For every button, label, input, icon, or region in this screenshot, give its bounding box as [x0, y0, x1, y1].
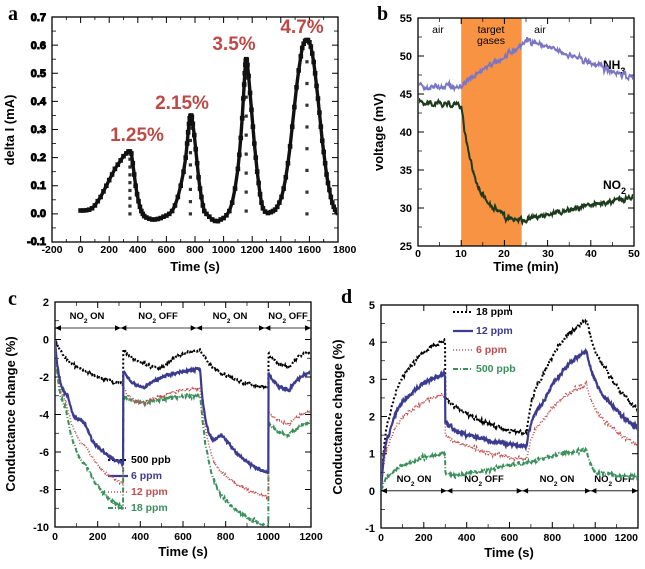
svg-text:0: 0 — [78, 244, 84, 256]
svg-text:0.7: 0.7 — [31, 12, 46, 24]
svg-text:1000: 1000 — [257, 531, 281, 543]
svg-text:-1: -1 — [365, 523, 375, 535]
svg-text:35: 35 — [400, 165, 412, 177]
svg-text:200: 200 — [100, 244, 118, 256]
svg-text:0: 0 — [415, 248, 421, 260]
svg-text:air: air — [534, 24, 546, 36]
svg-text:-2: -2 — [39, 372, 49, 384]
svg-text:55: 55 — [400, 13, 412, 25]
svg-text:800: 800 — [544, 532, 562, 544]
svg-text:Time (s): Time (s) — [158, 544, 208, 559]
svg-text:0.5: 0.5 — [31, 68, 46, 80]
svg-text:25: 25 — [400, 241, 412, 253]
svg-text:800: 800 — [217, 531, 235, 543]
svg-text:600: 600 — [158, 244, 176, 256]
svg-text:200: 200 — [89, 531, 107, 543]
svg-text:Time (s): Time (s) — [170, 259, 220, 274]
svg-text:1600: 1600 — [298, 244, 322, 256]
svg-text:4.7%: 4.7% — [280, 17, 323, 38]
svg-text:1000: 1000 — [212, 244, 236, 256]
svg-text:400: 400 — [458, 532, 476, 544]
svg-text:1: 1 — [369, 449, 375, 461]
svg-text:6 ppm: 6 ppm — [476, 344, 507, 356]
svg-text:0.3: 0.3 — [31, 124, 46, 136]
svg-text:0.2: 0.2 — [31, 152, 46, 164]
svg-text:3: 3 — [369, 374, 375, 386]
svg-text:Time (s): Time (s) — [484, 545, 534, 560]
svg-text:10: 10 — [455, 248, 467, 260]
svg-text:Conductance change (%): Conductance change (%) — [3, 336, 18, 491]
svg-text:Time (min): Time (min) — [493, 259, 559, 274]
svg-text:-6: -6 — [39, 447, 49, 459]
svg-text:50: 50 — [628, 248, 640, 260]
svg-text:1200: 1200 — [615, 532, 639, 544]
svg-text:400: 400 — [129, 244, 147, 256]
svg-text:-8: -8 — [39, 485, 49, 497]
svg-text:0.6: 0.6 — [31, 40, 46, 52]
svg-text:40: 40 — [400, 127, 412, 139]
svg-text:-200: -200 — [41, 244, 62, 256]
svg-text:1800: 1800 — [333, 244, 357, 256]
svg-text:1200: 1200 — [241, 244, 265, 256]
svg-text:0: 0 — [378, 532, 384, 544]
svg-text:45: 45 — [400, 89, 412, 101]
svg-text:6 ppm: 6 ppm — [131, 470, 162, 482]
svg-text:600: 600 — [501, 532, 519, 544]
svg-text:a: a — [8, 3, 18, 25]
svg-text:2: 2 — [43, 297, 49, 309]
svg-text:12 ppm: 12 ppm — [476, 325, 513, 337]
svg-text:0.4: 0.4 — [31, 96, 47, 108]
svg-text:4: 4 — [369, 337, 376, 349]
svg-text:0: 0 — [369, 486, 375, 498]
svg-text:18 ppm: 18 ppm — [131, 502, 168, 514]
svg-text:1.25%: 1.25% — [110, 125, 164, 146]
svg-text:12 ppm: 12 ppm — [131, 486, 168, 498]
svg-text:air: air — [432, 24, 444, 36]
svg-text:0.1: 0.1 — [31, 180, 46, 192]
svg-text:0.0: 0.0 — [31, 208, 46, 220]
svg-text:2.15%: 2.15% — [155, 93, 209, 114]
svg-text:Conductance change (%): Conductance change (%) — [330, 339, 345, 494]
svg-text:600: 600 — [174, 531, 192, 543]
svg-text:1000: 1000 — [584, 532, 608, 544]
svg-text:500 ppb: 500 ppb — [131, 454, 171, 466]
svg-text:50: 50 — [400, 51, 412, 63]
svg-text:delta I (mA): delta I (mA) — [2, 95, 17, 166]
svg-text:b: b — [377, 3, 388, 25]
svg-text:500 ppb: 500 ppb — [476, 363, 516, 375]
svg-text:gases: gases — [477, 35, 505, 47]
svg-text:-4: -4 — [39, 410, 50, 422]
svg-text:1400: 1400 — [269, 244, 293, 256]
svg-text:200: 200 — [415, 532, 433, 544]
svg-text:-10: -10 — [33, 522, 49, 534]
svg-text:c: c — [8, 288, 17, 310]
svg-text:30: 30 — [400, 203, 412, 215]
svg-text:1200: 1200 — [299, 531, 323, 543]
svg-text:40: 40 — [585, 248, 597, 260]
svg-text:18 ppm: 18 ppm — [476, 306, 513, 318]
svg-text:5: 5 — [369, 300, 375, 312]
svg-text:0: 0 — [43, 335, 49, 347]
svg-text:800: 800 — [186, 244, 204, 256]
svg-text:d: d — [341, 286, 352, 308]
svg-text:400: 400 — [132, 531, 150, 543]
svg-text:0: 0 — [52, 531, 58, 543]
svg-text:voltage (mV): voltage (mV) — [371, 93, 386, 171]
svg-text:2: 2 — [369, 412, 375, 424]
svg-text:3.5%: 3.5% — [212, 34, 255, 55]
